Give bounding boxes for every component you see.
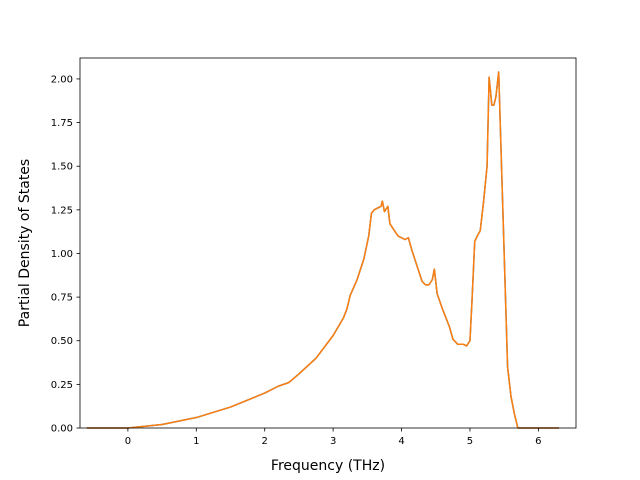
- y-tick-label: 0.25: [51, 380, 73, 391]
- y-tick-label: 1.50: [51, 162, 73, 173]
- y-tick-label: 2.00: [51, 74, 73, 85]
- y-tick-label: 0.50: [51, 336, 73, 347]
- series-layer: [86, 71, 559, 429]
- x-tick-label: 1: [193, 436, 199, 447]
- x-tick-label: 5: [467, 436, 473, 447]
- y-axis-ticks: 0.00 0.25 0.50 0.75 1.00 1.25 1.50 1.75 2.00: [51, 74, 80, 435]
- y-tick-label: 0.75: [51, 293, 73, 304]
- y-tick-label: 1.25: [51, 205, 73, 216]
- x-tick-label: 3: [330, 436, 336, 447]
- x-axis-label: Frequency (THz): [271, 458, 385, 474]
- x-tick-label: 0: [125, 436, 131, 447]
- y-axis-label: Partial Density of States: [17, 159, 33, 327]
- x-tick-label: 2: [262, 436, 268, 447]
- plot-frame: [79, 57, 577, 429]
- x-axis-ticks: 0 1 2 3 4 5 6: [125, 428, 542, 447]
- x-tick-label: 6: [535, 436, 541, 447]
- y-tick-label: 0.00: [51, 424, 73, 435]
- y-tick-label: 1.75: [51, 118, 73, 129]
- y-tick-label: 1.00: [51, 249, 73, 260]
- series-line-2: [86, 71, 559, 429]
- x-tick-label: 4: [398, 436, 404, 447]
